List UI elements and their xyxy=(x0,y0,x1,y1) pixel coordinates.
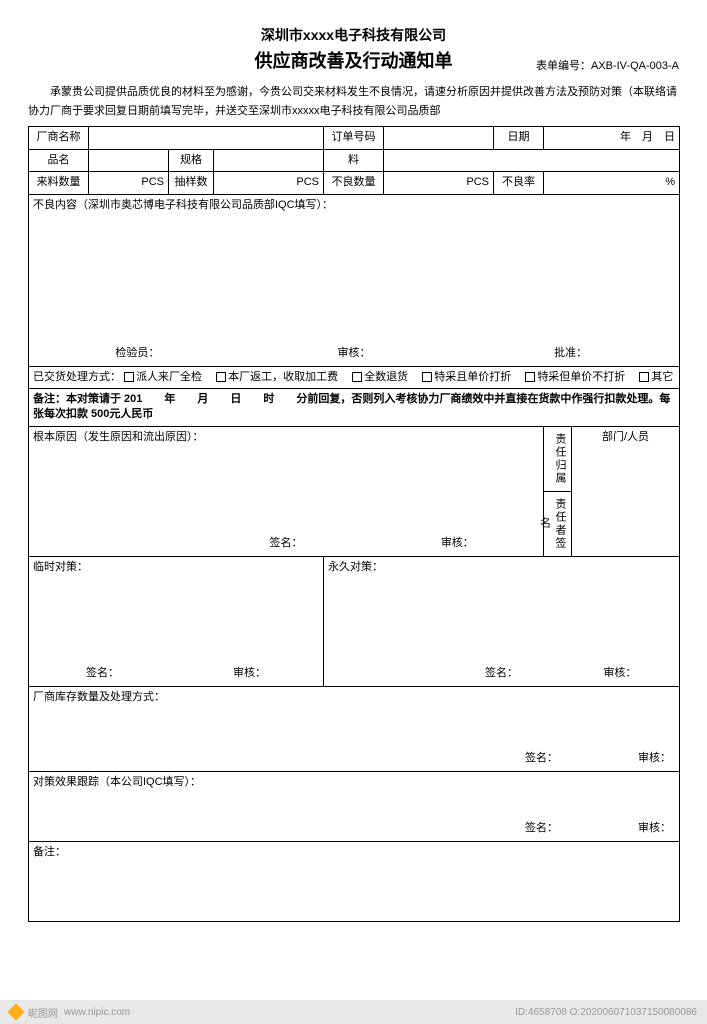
row-qty: 来料数量 PCS 抽样数 PCS 不良数量 PCS 不良率 % xyxy=(29,172,680,194)
signer-label: 责任者签名 xyxy=(544,491,572,556)
perm-measure-sig: 签名： 审核： xyxy=(324,666,679,681)
vendor-field[interactable] xyxy=(89,127,324,149)
resp-label: 责任归属 xyxy=(544,426,572,491)
row-note: 备注：本对策请于 201 年 月 日 时 分前回复，否则列入考核协力厂商绩效中并… xyxy=(29,388,680,426)
note-cell: 备注：本对策请于 201 年 月 日 时 分前回复，否则列入考核协力厂商绩效中并… xyxy=(29,388,680,426)
sample-field[interactable]: PCS xyxy=(214,172,324,194)
track-review: 审核： xyxy=(638,821,671,836)
footer-meta: ID:4658708 O:202006071037150080086 xyxy=(515,1007,697,1018)
material-field[interactable] xyxy=(384,149,680,171)
defect-signatures: 检验员： 审核： 批准： xyxy=(29,346,679,361)
spec-label: 规格 xyxy=(169,149,214,171)
track-title: 对策效果跟踪（本公司IQC填写）： xyxy=(33,775,675,790)
product-label: 品名 xyxy=(29,149,89,171)
order-field[interactable] xyxy=(384,127,494,149)
root-cause-title: 根本原因（发生原因和流出原因）： xyxy=(33,430,539,445)
stock-cell[interactable]: 厂商库存数量及处理方式： 签名： 审核： xyxy=(29,686,680,771)
delivered-label: 已交货处理方式： xyxy=(33,371,121,383)
temp-measure-cell[interactable]: 临时对策： 签名： 审核： xyxy=(29,556,324,686)
track-sign: 签名： xyxy=(525,821,558,836)
stock-sign: 签名： xyxy=(525,751,558,766)
checkbox-3[interactable] xyxy=(352,372,362,382)
root-cause-signatures: 签名： 审核： xyxy=(29,536,543,551)
main-table: 厂商名称 订单号码 日期 年 月 日 品名 规格 料 来料数量 PCS 抽样数 … xyxy=(28,126,680,921)
product-field[interactable] xyxy=(89,149,169,171)
row-delivered: 已交货处理方式： 派人来厂全检 本厂返工，收取加工费 全数退货 特采且单价打折 … xyxy=(29,366,680,388)
material-label: 料 xyxy=(324,149,384,171)
spec-field[interactable] xyxy=(214,149,324,171)
defect-qty-label: 不良数量 xyxy=(324,172,384,194)
order-label: 订单号码 xyxy=(324,127,384,149)
sample-label: 抽样数 xyxy=(169,172,214,194)
delivered-cell: 已交货处理方式： 派人来厂全检 本厂返工，收取加工费 全数退货 特采且单价打折 … xyxy=(29,366,680,388)
defect-content-cell[interactable]: 不良内容（深圳市奥芯博电子科技有限公司品质部IQC填写）： 检验员： 审核： 批… xyxy=(29,194,680,366)
inspector-label: 检验员： xyxy=(29,346,246,361)
header: 深圳市xxxx电子科技有限公司 供应商改善及行动通知单 表单编号：AXB-IV-… xyxy=(28,25,679,73)
row-vendor: 厂商名称 订单号码 日期 年 月 日 xyxy=(29,127,680,149)
defect-content-title: 不良内容（深圳市奥芯博电子科技有限公司品质部IQC填写）： xyxy=(33,198,675,213)
track-sig: 签名： 审核： xyxy=(525,821,671,836)
perm-measure-title: 永久对策： xyxy=(328,560,675,575)
remarks-title: 备注： xyxy=(33,845,675,860)
root-review: 审核： xyxy=(372,536,543,551)
stock-title: 厂商库存数量及处理方式： xyxy=(33,690,675,705)
defect-rate-label: 不良率 xyxy=(494,172,544,194)
row-remarks: 备注： xyxy=(29,841,680,921)
review-label: 审核： xyxy=(246,346,463,361)
checkbox-6[interactable] xyxy=(639,372,649,382)
row-product: 品名 规格 料 xyxy=(29,149,680,171)
incoming-qty-field[interactable]: PCS xyxy=(89,172,169,194)
date-label: 日期 xyxy=(494,127,544,149)
footer-url: www.nipic.com xyxy=(64,1007,130,1018)
checkbox-1[interactable] xyxy=(124,372,134,382)
defect-rate-field[interactable]: % xyxy=(544,172,680,194)
row-track: 对策效果跟踪（本公司IQC填写）： 签名： 审核： xyxy=(29,771,680,841)
incoming-qty-label: 来料数量 xyxy=(29,172,89,194)
perm-review: 审核： xyxy=(561,666,679,681)
approve-label: 批准： xyxy=(462,346,679,361)
checkbox-5[interactable] xyxy=(525,372,535,382)
vendor-label: 厂商名称 xyxy=(29,127,89,149)
company-name: 深圳市xxxx电子科技有限公司 xyxy=(28,25,679,45)
row-root-cause: 根本原因（发生原因和流出原因）： 签名： 审核： 责任归属 部门/人员 xyxy=(29,426,680,491)
dept-label: 部门/人员 xyxy=(572,426,680,556)
row-stock: 厂商库存数量及处理方式： 签名： 审核： xyxy=(29,686,680,771)
watermark-footer: 昵图网 www.nipic.com ID:4658708 O:202006071… xyxy=(0,1000,707,1024)
date-field[interactable]: 年 月 日 xyxy=(544,127,680,149)
stock-sig: 签名： 审核： xyxy=(525,751,671,766)
checkbox-2[interactable] xyxy=(216,372,226,382)
stock-review: 审核： xyxy=(638,751,671,766)
temp-measure-title: 临时对策： xyxy=(33,560,319,575)
temp-measure-sig: 签名： 审核： xyxy=(29,666,323,681)
defect-qty-field[interactable]: PCS xyxy=(384,172,494,194)
checkbox-4[interactable] xyxy=(422,372,432,382)
intro-text: 承蒙贵公司提供品质优良的材料至为感谢，今贵公司交来材料发生不良情况，请速分析原因… xyxy=(28,83,679,120)
row-defect-content: 不良内容（深圳市奥芯博电子科技有限公司品质部IQC填写）： 检验员： 审核： 批… xyxy=(29,194,680,366)
temp-review: 审核： xyxy=(176,666,323,681)
temp-sign: 签名： xyxy=(29,666,176,681)
form-number: 表单编号：AXB-IV-QA-003-A xyxy=(536,57,679,73)
perm-measure-cell[interactable]: 永久对策： 签名： 审核： xyxy=(324,556,680,686)
perm-sign: 签名： xyxy=(442,666,560,681)
nipic-logo-icon xyxy=(8,1004,25,1021)
footer-brand: 昵图网 xyxy=(28,1005,58,1020)
footer-left: 昵图网 www.nipic.com xyxy=(10,1005,130,1020)
root-sign: 签名： xyxy=(200,536,371,551)
remarks-cell[interactable]: 备注： xyxy=(29,841,680,921)
form-page: 深圳市xxxx电子科技有限公司 供应商改善及行动通知单 表单编号：AXB-IV-… xyxy=(0,0,707,1000)
track-cell[interactable]: 对策效果跟踪（本公司IQC填写）： 签名： 审核： xyxy=(29,771,680,841)
row-measures: 临时对策： 签名： 审核： 永久对策： 签名： 审核： xyxy=(29,556,680,686)
root-cause-cell[interactable]: 根本原因（发生原因和流出原因）： 签名： 审核： xyxy=(29,426,544,556)
